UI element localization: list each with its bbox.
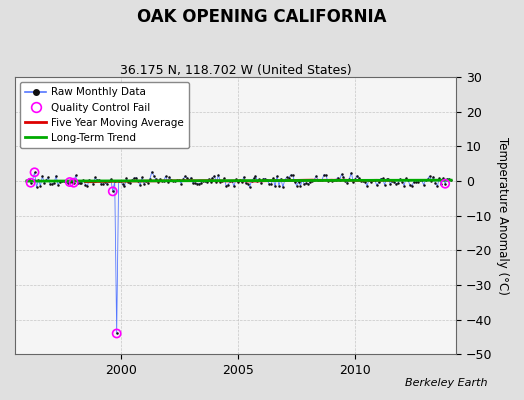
Text: Berkeley Earth: Berkeley Earth bbox=[405, 378, 487, 388]
Text: OAK OPENING CALIFORNIA: OAK OPENING CALIFORNIA bbox=[137, 8, 387, 26]
Point bbox=[26, 180, 35, 186]
Point bbox=[108, 188, 117, 194]
Point bbox=[30, 169, 39, 176]
Point bbox=[113, 330, 121, 337]
Point bbox=[66, 179, 74, 185]
Y-axis label: Temperature Anomaly (°C): Temperature Anomaly (°C) bbox=[496, 137, 509, 294]
Point bbox=[70, 180, 78, 186]
Legend: Raw Monthly Data, Quality Control Fail, Five Year Moving Average, Long-Term Tren: Raw Monthly Data, Quality Control Fail, … bbox=[20, 82, 189, 148]
Title: 36.175 N, 118.702 W (United States): 36.175 N, 118.702 W (United States) bbox=[120, 64, 352, 77]
Point bbox=[441, 180, 450, 187]
